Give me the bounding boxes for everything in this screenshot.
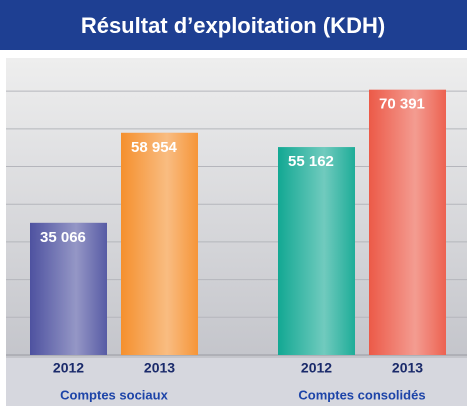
value-label: 70 391 xyxy=(379,96,425,113)
bar-shine xyxy=(369,89,446,355)
bar-shine xyxy=(278,147,355,355)
bar-shine xyxy=(121,132,198,355)
value-label: 58 954 xyxy=(131,139,178,156)
x-tick-label: 2012 xyxy=(301,360,332,376)
x-tick-label: 2012 xyxy=(53,360,84,376)
x-tick-label: 2013 xyxy=(392,360,423,376)
bar-shine xyxy=(30,222,107,355)
header xyxy=(0,0,467,50)
chart-title: Résultat d’exploitation (KDH) xyxy=(81,13,385,38)
x-tick-label: 2013 xyxy=(144,360,175,376)
group-label: Comptes consolidés xyxy=(298,387,425,402)
value-label: 35 066 xyxy=(40,229,86,246)
group-label: Comptes sociaux xyxy=(60,387,168,402)
label-strip xyxy=(6,358,467,406)
value-label: 55 162 xyxy=(288,153,334,170)
